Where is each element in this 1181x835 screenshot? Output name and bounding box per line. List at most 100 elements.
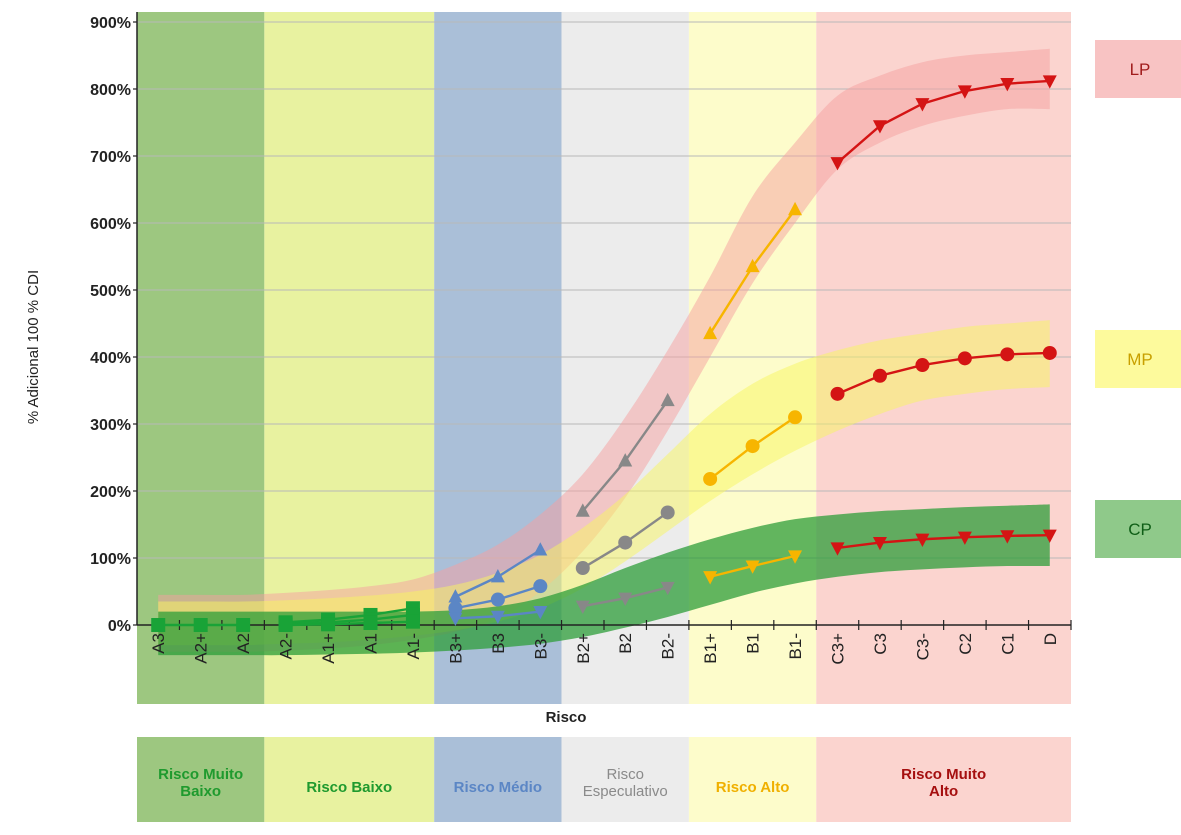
x-tick-label: C1	[998, 633, 1017, 655]
data-point	[872, 368, 887, 383]
y-axis-label: % Adicional 100 % CDI	[25, 270, 42, 424]
x-tick-label: C3	[871, 633, 890, 655]
data-point	[490, 610, 505, 624]
data-point	[957, 531, 972, 545]
zone-legend-label-4: Risco Alto	[716, 779, 790, 796]
zone-background-0	[137, 12, 265, 704]
band-legend: LP MP CP	[1095, 40, 1181, 558]
series-line	[285, 620, 413, 627]
y-tick-label: 600%	[90, 216, 131, 233]
data-point	[533, 579, 548, 594]
data-point	[1042, 529, 1057, 543]
x-tick-label: A2	[234, 633, 253, 654]
x-tick-label: A2+	[192, 633, 211, 664]
zone-legend-box-0	[137, 737, 265, 822]
y-tick-label: 0%	[108, 618, 131, 635]
x-tick-label: A1	[362, 633, 381, 654]
data-point	[1042, 75, 1057, 89]
band-MP	[158, 320, 1050, 646]
data-point	[872, 120, 887, 134]
legend-label-LP: LP	[1130, 60, 1151, 79]
x-tick-label: C3-	[913, 633, 932, 660]
series-line	[837, 351, 1050, 395]
data-point	[745, 258, 760, 273]
x-tick-label: B2	[616, 633, 635, 654]
series-0	[151, 618, 251, 632]
data-point	[703, 571, 718, 585]
zone-legend-label-line: Risco Muito	[901, 766, 986, 783]
data-point	[915, 533, 930, 547]
series-line	[837, 534, 1050, 550]
data-point	[1000, 347, 1015, 362]
data-point	[957, 351, 972, 366]
data-point	[618, 535, 633, 550]
data-point	[830, 386, 845, 401]
zone-legend-label-3: Risco Especulativo	[583, 766, 668, 800]
data-point	[533, 606, 548, 620]
data-point	[745, 439, 760, 454]
data-point	[236, 618, 251, 632]
legend-box-LP	[1095, 40, 1181, 98]
zone-legend-box-4	[688, 737, 817, 822]
data-point	[533, 542, 548, 556]
data-point	[363, 615, 378, 630]
x-tick-label: C2	[956, 633, 975, 655]
x-tick-label: B1+	[701, 633, 720, 664]
data-point	[448, 601, 463, 616]
zone-legend-label-line: Alto	[929, 783, 958, 800]
zone-legend-label-line: Risco	[606, 766, 644, 783]
x-tick-label: B3-	[531, 633, 550, 659]
zone-legend-box-1	[264, 737, 435, 822]
zone-legend-label-5: Risco Muito Alto	[901, 766, 986, 800]
data-point	[575, 600, 590, 614]
data-point	[575, 503, 590, 517]
data-point	[745, 560, 760, 574]
data-point	[660, 581, 675, 596]
legend-box-CP	[1095, 500, 1181, 558]
data-point	[830, 542, 845, 556]
data-point	[915, 98, 930, 112]
legend-label-CP: CP	[1128, 520, 1152, 539]
series-line	[836, 79, 1050, 164]
data-point	[193, 618, 208, 632]
series-line	[285, 613, 414, 625]
data-point	[321, 617, 336, 632]
data-point	[490, 569, 505, 583]
x-tick-label: B2+	[574, 633, 593, 664]
data-point	[788, 201, 803, 216]
y-tick-label: 200%	[90, 484, 131, 501]
series-line	[285, 607, 414, 624]
zone-legend-box-3	[561, 737, 689, 822]
data-point	[788, 410, 803, 425]
data-point	[278, 618, 293, 632]
zone-legend-box-5	[816, 737, 1071, 822]
zone-legend-label-0: Risco Muito Baixo	[158, 766, 243, 800]
x-tick-label: A2-	[277, 633, 296, 659]
x-tick-label: B3+	[446, 633, 465, 664]
x-tick-label: D	[1041, 633, 1060, 645]
data-point	[618, 453, 633, 467]
legend-box-MP	[1095, 330, 1181, 388]
data-point	[957, 85, 972, 99]
band-LP	[158, 48, 1050, 652]
data-point	[660, 505, 675, 520]
y-tick-label: 300%	[90, 417, 131, 434]
x-tick-label: B1-	[786, 633, 805, 659]
zone-legend-label-line: Risco Médio	[454, 779, 542, 796]
data-point	[660, 392, 675, 407]
zone-legend-label-line: Baixo	[180, 783, 221, 800]
data-point	[1000, 78, 1015, 92]
zone-legend-label-line: Risco Baixo	[306, 779, 392, 796]
x-tick-label: A3	[149, 633, 168, 654]
x-tick-label: A1-	[404, 633, 423, 659]
y-tick-label: 800%	[90, 82, 131, 99]
legend-label-MP: MP	[1127, 350, 1153, 369]
x-tick-label: B2-	[659, 633, 678, 659]
data-point	[872, 536, 887, 551]
data-point	[915, 358, 930, 373]
data-point	[405, 614, 420, 629]
y-tick-label: 900%	[90, 15, 131, 32]
data-point	[151, 618, 166, 632]
x-axis-label: Risco	[546, 709, 587, 726]
